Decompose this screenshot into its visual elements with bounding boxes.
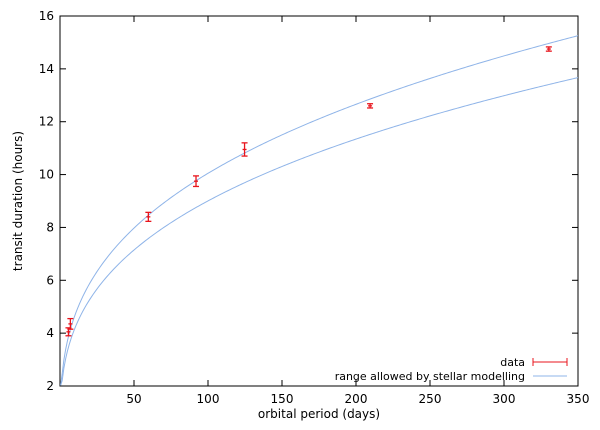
data-point	[241, 142, 248, 157]
x-tick-label: 150	[271, 392, 294, 406]
y-tick-label: 4	[46, 326, 54, 340]
y-tick-label: 16	[39, 9, 54, 23]
model-curve-lower	[59, 77, 579, 387]
x-axis-title: orbital period (days)	[258, 407, 380, 421]
y-axis-title: transit duration (hours)	[11, 131, 25, 271]
x-tick-label: 350	[567, 392, 590, 406]
plot-frame	[59, 15, 579, 387]
y-tick-label: 10	[39, 168, 54, 182]
y-tick-label: 2	[46, 379, 54, 393]
x-tick-label: 50	[126, 392, 141, 406]
legend-label-range: range allowed by stellar modelling	[335, 370, 525, 383]
y-tick-label: 6	[46, 273, 54, 287]
model-curve-upper	[59, 35, 579, 387]
axis-ticks: 50 100 150 200 250 300 350 2 4 6 8 10 12 14 16	[39, 9, 590, 406]
y-tick-label: 14	[39, 62, 54, 76]
x-tick-label: 200	[345, 392, 368, 406]
x-tick-label: 100	[197, 392, 220, 406]
data-points	[65, 46, 552, 337]
legend: data range allowed by stellar modelling	[335, 356, 568, 383]
y-tick-label: 8	[46, 220, 54, 234]
data-point	[193, 175, 200, 188]
x-tick-label: 250	[419, 392, 442, 406]
legend-swatch-data	[532, 358, 568, 366]
data-point	[545, 46, 552, 52]
data-point	[67, 317, 74, 330]
x-tick-label: 300	[493, 392, 516, 406]
legend-label-data: data	[500, 356, 525, 369]
data-point	[145, 211, 152, 223]
model-curves	[59, 35, 579, 387]
data-point	[367, 103, 374, 109]
y-tick-label: 12	[39, 115, 54, 129]
